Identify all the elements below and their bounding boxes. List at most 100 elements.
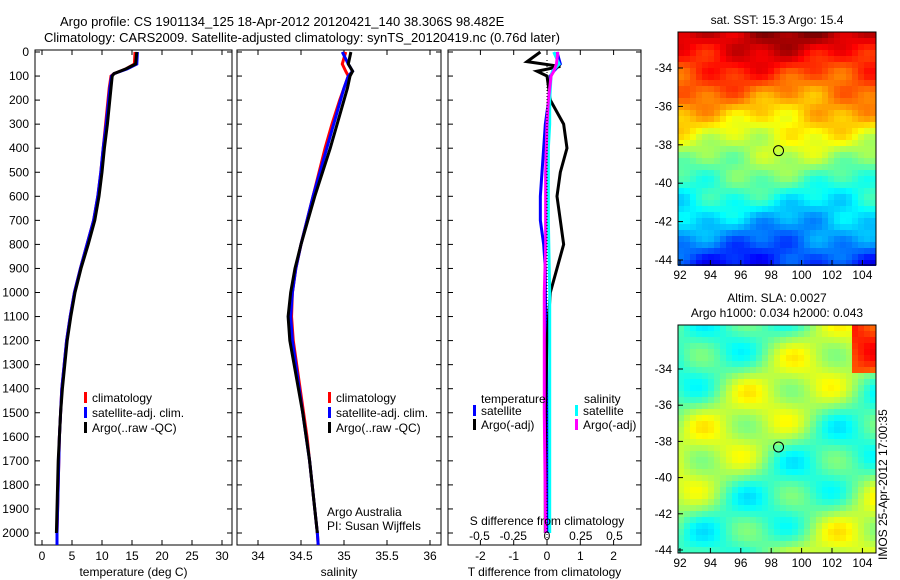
- map-cell: [708, 379, 714, 385]
- map-cell: [714, 218, 720, 224]
- map-cell: [690, 134, 696, 140]
- map-cell: [744, 385, 750, 391]
- map-cell: [852, 415, 858, 421]
- map-cell: [702, 32, 708, 38]
- map-cell: [744, 260, 750, 266]
- map-cell: [834, 50, 840, 56]
- map-cell: [762, 481, 768, 487]
- map-cell: [768, 92, 774, 98]
- map-cell: [738, 499, 744, 505]
- map-cell: [840, 481, 846, 487]
- series-climatology: [55, 51, 137, 546]
- map-cell: [780, 56, 786, 62]
- map-cell: [828, 493, 834, 499]
- map-cell: [732, 493, 738, 499]
- map-cell: [690, 98, 696, 104]
- map-cell: [696, 541, 702, 547]
- map-cell: [774, 236, 780, 242]
- map-cell: [846, 361, 852, 367]
- map-cell: [846, 523, 852, 529]
- map-cell: [798, 236, 804, 242]
- map-cell: [762, 403, 768, 409]
- map-cell: [720, 110, 726, 116]
- map-cell: [858, 379, 864, 385]
- map-cell: [780, 511, 786, 517]
- map-cell: [744, 421, 750, 427]
- map-cell: [714, 32, 720, 38]
- map-cell: [786, 182, 792, 188]
- x-tick-label: 35.5: [375, 549, 399, 563]
- map-cell: [702, 511, 708, 517]
- map-cell: [870, 116, 876, 122]
- map-cell: [684, 331, 690, 337]
- map-cell: [798, 44, 804, 50]
- map-cell: [768, 415, 774, 421]
- map-cell: [768, 421, 774, 427]
- map-cell: [840, 104, 846, 110]
- map-cell: [864, 176, 870, 182]
- map-cell: [828, 170, 834, 176]
- map-cell: [714, 110, 720, 116]
- map-cell: [816, 361, 822, 367]
- map-cell: [822, 529, 828, 535]
- map-cell: [780, 409, 786, 415]
- map-cell: [738, 212, 744, 218]
- map-cell: [714, 38, 720, 44]
- map-cell: [828, 343, 834, 349]
- map-cell: [768, 355, 774, 361]
- map-cell: [732, 415, 738, 421]
- map-cell: [798, 116, 804, 122]
- map-cell: [720, 254, 726, 260]
- map-cell: [702, 74, 708, 80]
- map-cell: [870, 493, 876, 499]
- map-cell: [732, 367, 738, 373]
- map-cell: [738, 523, 744, 529]
- map-cell: [738, 164, 744, 170]
- map-cell: [690, 469, 696, 475]
- map-cell: [816, 481, 822, 487]
- map-cell: [840, 367, 846, 373]
- legend-label: Argo(-adj): [481, 418, 534, 432]
- map-cell: [804, 152, 810, 158]
- map-cell: [684, 194, 690, 200]
- map-cell: [750, 445, 756, 451]
- map-cell: [696, 451, 702, 457]
- map-cell: [804, 373, 810, 379]
- map-cell: [756, 409, 762, 415]
- map-cell: [690, 188, 696, 194]
- map-cell: [744, 122, 750, 128]
- map-cell: [756, 547, 762, 553]
- map-cell: [822, 457, 828, 463]
- map-cell: [696, 200, 702, 206]
- map-cell: [840, 188, 846, 194]
- map-cell: [678, 463, 684, 469]
- map-cell: [678, 373, 684, 379]
- map-cell: [762, 116, 768, 122]
- map-cell: [804, 170, 810, 176]
- map-cell: [846, 421, 852, 427]
- map-cell: [678, 68, 684, 74]
- map-cell: [756, 230, 762, 236]
- map-cell: [852, 433, 858, 439]
- map-cell: [792, 170, 798, 176]
- map-cell: [750, 236, 756, 242]
- map-cell: [762, 385, 768, 391]
- map-cell: [702, 475, 708, 481]
- map-cell: [756, 116, 762, 122]
- map-cell: [702, 152, 708, 158]
- map-cell: [732, 218, 738, 224]
- map-x-tick-label: 104: [852, 556, 872, 570]
- map-cell: [840, 325, 846, 331]
- map-cell: [774, 254, 780, 260]
- map-cell: [756, 176, 762, 182]
- map-cell: [804, 349, 810, 355]
- map-x-tick-label: 92: [673, 268, 687, 282]
- map-cell: [864, 164, 870, 170]
- map-cell: [804, 397, 810, 403]
- map-cell: [726, 218, 732, 224]
- map-cell: [750, 242, 756, 248]
- map-cell: [840, 337, 846, 343]
- map-cell: [744, 32, 750, 38]
- map-cell: [810, 242, 816, 248]
- map-cell: [732, 176, 738, 182]
